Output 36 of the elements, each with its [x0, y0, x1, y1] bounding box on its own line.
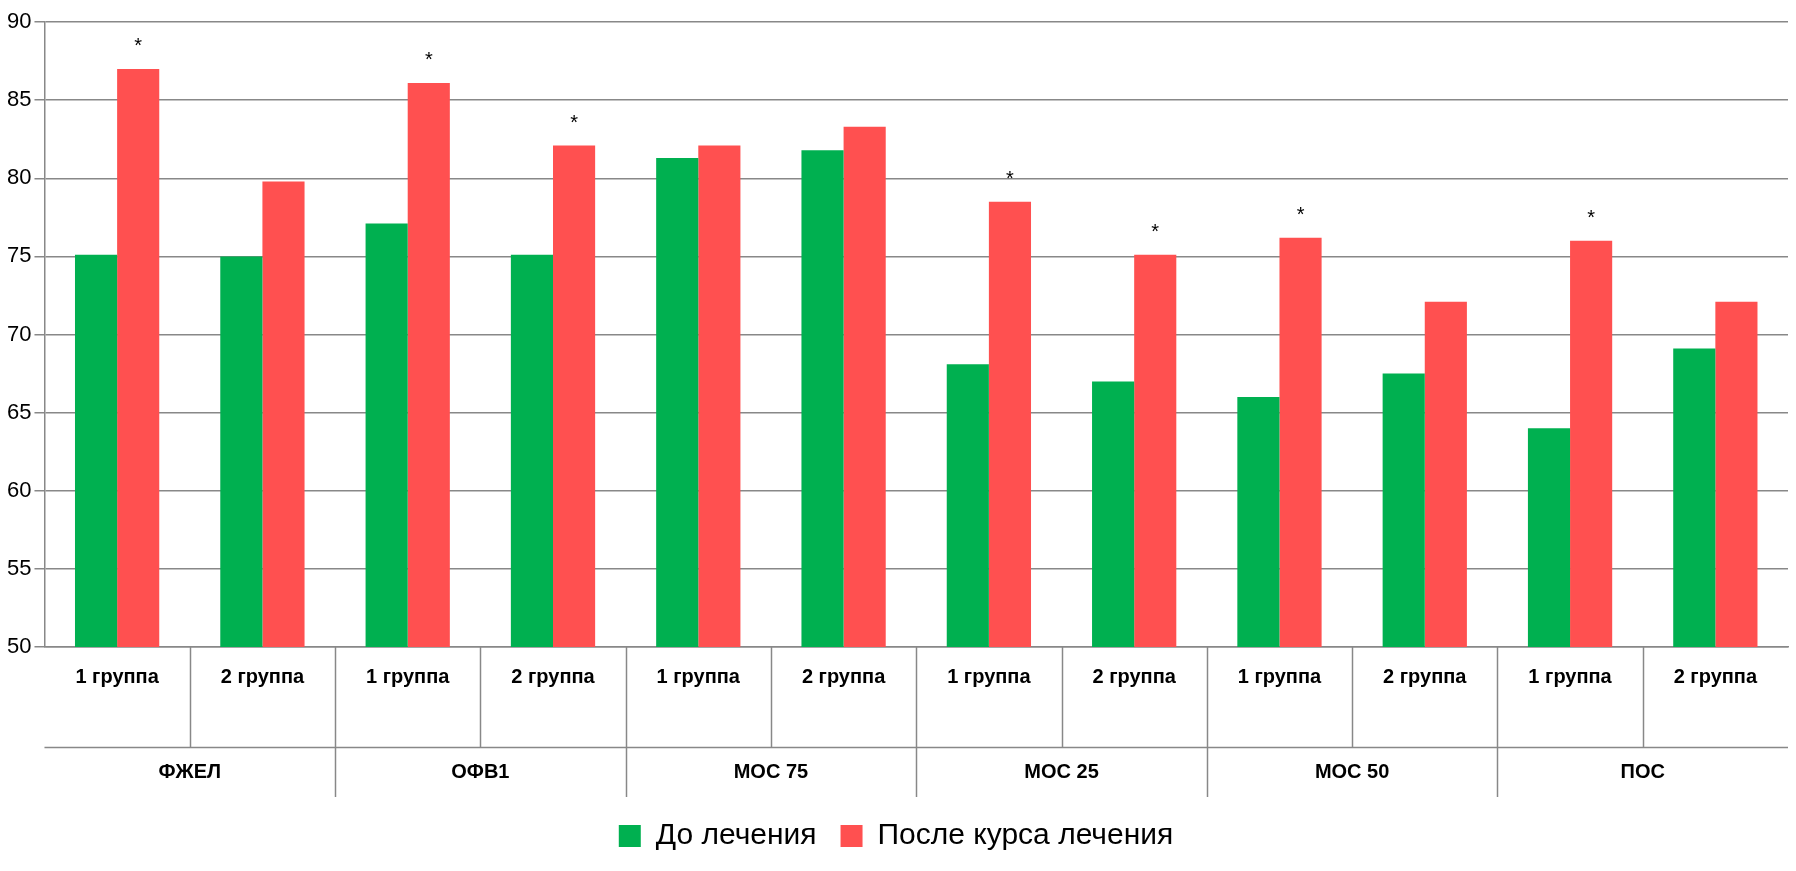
x-tick-label: 1 группа [366, 664, 451, 687]
x-tick-label: 2 группа [220, 664, 305, 687]
y-tick-label: 70 [6, 320, 32, 346]
text: МОС 50 [1314, 759, 1390, 782]
x-tick-label: 2 группа [801, 664, 887, 687]
data-label: * [570, 110, 579, 133]
x-tick-label: 1 группа [947, 664, 1032, 687]
x-tick-label: 2 группа [511, 664, 596, 687]
y-tick-label: 85 [6, 86, 32, 112]
text: ПОС [1620, 759, 1665, 782]
y-tick-label: 60 [6, 476, 32, 502]
data-label: * [1587, 206, 1596, 229]
data-label: * [134, 34, 143, 57]
data-label: * [1151, 220, 1160, 243]
data-label: * [424, 48, 433, 71]
data-label: * [1006, 167, 1015, 190]
legend-label: До лечения [655, 817, 817, 851]
y-tick-label: 55 [6, 554, 32, 580]
x-tick-label: 2 группа [1383, 664, 1468, 687]
x-tick-label: 2 группа [1092, 664, 1177, 687]
y-tick-label: 90 [6, 8, 32, 34]
y-tick-label: 75 [6, 242, 32, 268]
text: МОС 75 [733, 759, 809, 782]
legend-label: После курса лечения [877, 817, 1174, 851]
x-tick-label: 1 группа [75, 664, 160, 687]
text: ФЖЕЛ [158, 759, 222, 782]
y-tick-label: 80 [6, 164, 32, 190]
y-tick-label: 50 [6, 633, 32, 659]
x-tick-label: 1 группа [1237, 664, 1323, 687]
y-tick-label: 65 [6, 398, 32, 424]
x-tick-label: 1 группа [656, 664, 741, 687]
data-label: * [1296, 203, 1305, 226]
text: МОС 25 [1024, 759, 1099, 782]
text: ОФВ1 [451, 759, 510, 782]
x-tick-label: 2 группа [1673, 664, 1758, 687]
x-tick-label: 1 группа [1528, 664, 1613, 687]
